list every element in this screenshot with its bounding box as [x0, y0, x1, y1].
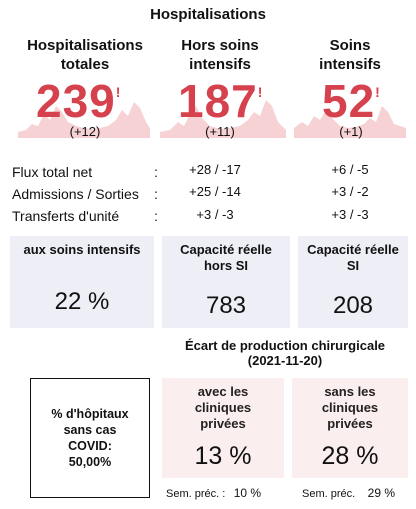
capacity-si-value: 208	[332, 292, 374, 319]
flux-transferts-si: +3 / -3	[331, 207, 369, 222]
header-si: Soins intensifs	[319, 37, 381, 73]
alert-icon: !	[375, 84, 380, 100]
delta-si: (+1)	[339, 124, 363, 139]
surgery-without-private-label: sans les cliniques privées	[321, 384, 379, 431]
surgery-without-private-value: 28 %	[321, 442, 379, 470]
ecart-heading: Écart de production chirurgicale (2021-1…	[184, 338, 386, 368]
delta-hors-si: (+11)	[205, 124, 235, 139]
covid-free-hospitals-box: % d'hôpitaux sans cas COVID: 50,00%	[30, 378, 150, 498]
capacity-si-label: Capacité réelle SI	[307, 242, 399, 273]
delta-total: (+12)	[69, 124, 101, 139]
capacity-hors-si-value: 783	[205, 292, 247, 319]
flux-admissions-hors-si: +25 / -14	[189, 184, 241, 199]
value-total: 239!	[36, 75, 121, 127]
surgery-with-private-label: avec les cliniques privées	[194, 384, 252, 431]
flux-label-transferts: Transferts d'unité	[12, 208, 120, 224]
flux-admissions-si: +3 / -2	[331, 184, 369, 199]
alert-icon: !	[257, 84, 263, 100]
capacity-hors-si-box: Capacité réelle hors SI 783	[162, 236, 290, 328]
surgery-without-private-box: sans les cliniques privées 28 %	[292, 378, 408, 478]
surgery-with-private-box: avec les cliniques privées 13 %	[162, 378, 284, 478]
header-hors-si: Hors soins intensifs	[181, 37, 259, 73]
flux-transferts-hors-si: +3 / -3	[196, 207, 234, 222]
si-occupancy-box: aux soins intensifs 22 %	[10, 236, 154, 328]
page-title: Hospitalisations	[150, 6, 266, 23]
sparkline-total	[18, 102, 150, 138]
surgery-with-private-value: 13 %	[194, 442, 252, 470]
flux-label-admissions: Admissions / Sorties	[12, 186, 139, 202]
flux-label-total: Flux total net	[12, 164, 93, 180]
header-total: Hospitalisations totales	[27, 37, 143, 73]
value-hors-si: 187!	[178, 75, 263, 127]
sparkline-hors-si	[160, 100, 286, 138]
flux-total-si: +6 / -5	[331, 162, 369, 177]
covid-free-hospitals-text: % d'hôpitaux sans cas COVID: 50,00%	[51, 407, 129, 469]
si-occupancy-value: 22 %	[54, 288, 110, 315]
flux-total-hors-si: +28 / -17	[189, 162, 241, 177]
alert-icon: !	[115, 84, 121, 100]
surgery-with-private-prev: Sem. préc. : 10 %	[166, 486, 262, 500]
surgery-without-private-prev: Sem. préc. 29 %	[302, 486, 395, 500]
capacity-si-box: Capacité réelle SI 208	[298, 236, 408, 328]
sparkline-si	[294, 106, 406, 138]
value-si: 52!	[322, 75, 380, 127]
capacity-hors-si-label: Capacité réelle hors SI	[180, 242, 272, 273]
si-occupancy-label: aux soins intensifs	[23, 242, 141, 257]
